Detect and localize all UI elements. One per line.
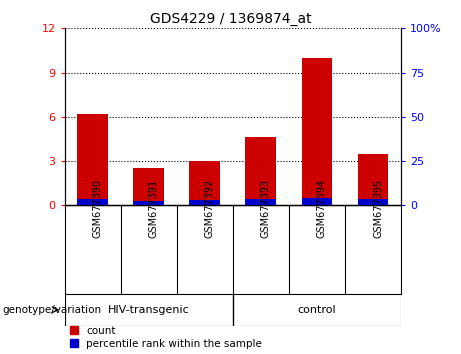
Text: GSM677394: GSM677394 [317, 178, 327, 238]
Text: GSM677393: GSM677393 [261, 178, 271, 238]
Text: GSM677390: GSM677390 [93, 178, 103, 238]
Bar [245, 137, 276, 205]
Text: GSM677391: GSM677391 [148, 178, 159, 238]
Bar [189, 161, 220, 205]
Bar [358, 154, 389, 205]
Bar [358, 199, 389, 205]
Bar [77, 114, 108, 205]
Text: GDS4229 / 1369874_at: GDS4229 / 1369874_at [150, 12, 311, 27]
Legend: count, percentile rank within the sample: count, percentile rank within the sample [70, 326, 262, 349]
Text: control: control [298, 305, 336, 315]
Text: GSM677392: GSM677392 [205, 178, 215, 238]
Bar [133, 169, 164, 205]
Text: GSM677395: GSM677395 [373, 178, 383, 238]
Bar [301, 198, 332, 205]
Text: genotype/variation: genotype/variation [2, 305, 101, 315]
Bar [301, 58, 332, 205]
Bar [245, 199, 276, 205]
Text: HIV-transgenic: HIV-transgenic [108, 305, 189, 315]
Bar [189, 200, 220, 205]
Bar [133, 201, 164, 205]
Bar [77, 199, 108, 205]
